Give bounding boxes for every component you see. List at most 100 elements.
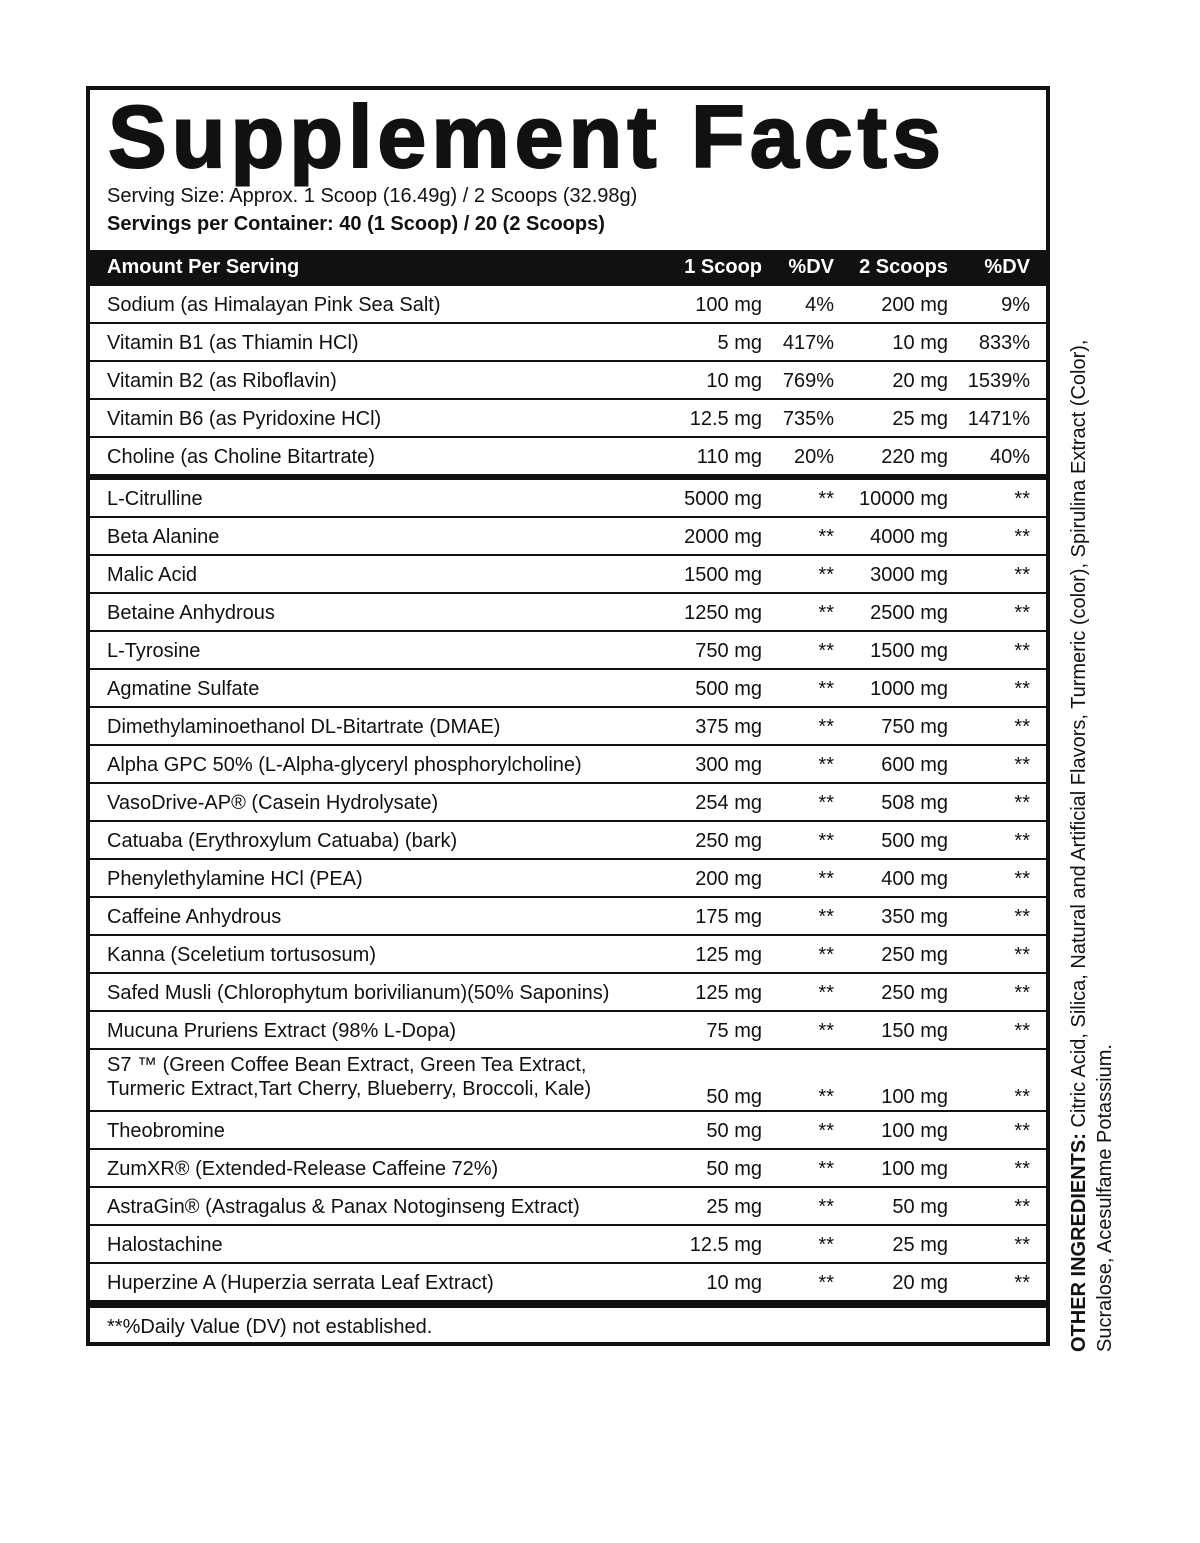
dv-1-scoop: ** <box>818 1234 834 1256</box>
dv-2-scoops: ** <box>1014 1196 1030 1218</box>
ingredient-name: Betaine Anhydrous <box>107 602 275 624</box>
table-row: Vitamin B6 (as Pyridoxine HCl) 12.5 mg 735… <box>90 400 1046 438</box>
amount-2-scoops: 20 mg <box>892 370 948 392</box>
ingredient-name: Dimethylaminoethanol DL-Bitartrate (DMAE… <box>107 716 501 738</box>
table-row: Betaine Anhydrous 1250 mg ** 2500 mg ** <box>90 594 1046 632</box>
dv-2-scoops: 833% <box>978 332 1030 354</box>
dv-2-scoops: 40% <box>989 446 1030 468</box>
amount-1-scoop: 1250 mg <box>684 602 762 624</box>
ingredient-name: Agmatine Sulfate <box>107 678 260 700</box>
header-1-scoop: 1 Scoop <box>684 256 762 278</box>
table-row: AstraGin® (Astragalus & Panax Notoginsen… <box>90 1188 1046 1226</box>
amount-2-scoops: 750 mg <box>881 716 948 738</box>
table-row: Safed Musli (Chlorophytum borivilianum)(… <box>90 974 1046 1012</box>
table-row: Phenylethylamine HCl (PEA) 200 mg ** 400 mg… <box>90 860 1046 898</box>
ingredient-name: L-Tyrosine <box>107 640 201 662</box>
amount-2-scoops: 25 mg <box>892 408 948 430</box>
amount-2-scoops: 350 mg <box>881 906 948 928</box>
ingredient-name: Catuaba (Erythroxylum Catuaba) (bark) <box>107 830 458 852</box>
other-ingredients-label: OTHER INGREDIENTS: <box>1068 1133 1090 1352</box>
dv-1-scoop: 20% <box>793 446 834 468</box>
dv-1-scoop: ** <box>818 678 834 700</box>
dv-2-scoops: ** <box>1014 640 1030 662</box>
amount-1-scoop: 12.5 mg <box>689 1234 762 1256</box>
amount-1-scoop: 125 mg <box>695 944 762 966</box>
ingredient-name: Beta Alanine <box>107 526 220 548</box>
ingredient-name: Malic Acid <box>107 564 198 586</box>
amount-2-scoops: 1000 mg <box>870 678 948 700</box>
dv-1-scoop: 735% <box>782 408 834 430</box>
amount-2-scoops: 1500 mg <box>870 640 948 662</box>
supplement-facts-panel: Supplement Facts Serving Size: Approx. 1… <box>86 86 1050 1346</box>
amount-2-scoops: 250 mg <box>881 944 948 966</box>
dv-1-scoop: 417% <box>782 332 834 354</box>
table-row: Catuaba (Erythroxylum Catuaba) (bark) 250… <box>90 822 1046 860</box>
footnote: **%Daily Value (DV) not established. <box>107 1316 433 1338</box>
table-row: Huperzine A (Huperzia serrata Leaf Extra… <box>90 1264 1046 1302</box>
dv-1-scoop: ** <box>818 982 834 1004</box>
ingredient-name: Safed Musli (Chlorophytum borivilianum)(… <box>107 982 610 1004</box>
table-row: VasoDrive-AP® (Casein Hydrolysate) 254 mg… <box>90 784 1046 822</box>
ingredient-name: Phenylethylamine HCl (PEA) <box>107 868 363 890</box>
table-row: Alpha GPC 50% (L-Alpha-glyceryl phosphor… <box>90 746 1046 784</box>
ingredient-name: Vitamin B6 (as Pyridoxine HCl) <box>107 408 382 430</box>
table-header: Amount Per Serving 1 Scoop %DV 2 Scoops … <box>90 250 1046 286</box>
table-row: Sodium (as Himalayan Pink Sea Salt) 100 m… <box>90 286 1046 324</box>
amount-2-scoops: 100 mg <box>881 1086 948 1108</box>
ingredient-name: VasoDrive-AP® (Casein Hydrolysate) <box>107 792 439 814</box>
ingredient-name: Theobromine <box>107 1120 225 1142</box>
amount-1-scoop: 50 mg <box>706 1086 762 1108</box>
amount-1-scoop: 250 mg <box>695 830 762 852</box>
amount-2-scoops: 25 mg <box>892 1234 948 1256</box>
dv-2-scoops: ** <box>1014 526 1030 548</box>
dv-2-scoops: ** <box>1014 830 1030 852</box>
ingredient-name: Mucuna Pruriens Extract (98% L-Dopa) <box>107 1020 457 1042</box>
header-dv-1: %DV <box>788 256 834 278</box>
dv-1-scoop: ** <box>818 754 834 776</box>
dv-2-scoops: 1539% <box>967 370 1030 392</box>
amount-2-scoops: 250 mg <box>881 982 948 1004</box>
dv-1-scoop: ** <box>818 640 834 662</box>
dv-1-scoop: ** <box>818 1120 834 1142</box>
amount-1-scoop: 254 mg <box>695 792 762 814</box>
amount-1-scoop: 125 mg <box>695 982 762 1004</box>
dv-1-scoop: ** <box>818 1086 834 1108</box>
amount-1-scoop: 100 mg <box>695 294 762 316</box>
dv-2-scoops: ** <box>1014 1020 1030 1042</box>
section-divider <box>90 474 1046 480</box>
dv-1-scoop: ** <box>818 602 834 624</box>
footer-divider <box>90 1302 1046 1308</box>
header-dv-2: %DV <box>984 256 1030 278</box>
amount-2-scoops: 500 mg <box>881 830 948 852</box>
table-row: Halostachine 12.5 mg ** 25 mg ** <box>90 1226 1046 1264</box>
table-row: L-Tyrosine 750 mg ** 1500 mg ** <box>90 632 1046 670</box>
dv-2-scoops: ** <box>1014 1272 1030 1294</box>
amount-2-scoops: 508 mg <box>881 792 948 814</box>
dv-2-scoops: ** <box>1014 792 1030 814</box>
ingredient-name: Vitamin B1 (as Thiamin HCl) <box>107 332 359 354</box>
dv-1-scoop: ** <box>818 1020 834 1042</box>
dv-2-scoops: ** <box>1014 868 1030 890</box>
other-ingredients-line-1: Citric Acid, Silica, Natural and Artific… <box>1068 339 1090 1134</box>
dv-2-scoops: ** <box>1014 564 1030 586</box>
amount-2-scoops: 400 mg <box>881 868 948 890</box>
amount-2-scoops: 150 mg <box>881 1020 948 1042</box>
ingredient-name: ZumXR® (Extended-Release Caffeine 72%) <box>107 1158 499 1180</box>
dv-1-scoop: ** <box>818 716 834 738</box>
ingredient-name-continued: Turmeric Extract,Tart Cherry, Blueberry,… <box>107 1078 592 1100</box>
amount-1-scoop: 5000 mg <box>684 488 762 510</box>
dv-1-scoop: ** <box>818 1196 834 1218</box>
amount-2-scoops: 100 mg <box>881 1158 948 1180</box>
amount-1-scoop: 50 mg <box>706 1158 762 1180</box>
dv-1-scoop: ** <box>818 944 834 966</box>
table-row: Vitamin B2 (as Riboflavin) 10 mg 769% 20 mg… <box>90 362 1046 400</box>
amount-2-scoops: 4000 mg <box>870 526 948 548</box>
dv-1-scoop: ** <box>818 792 834 814</box>
ingredient-name: Kanna (Sceletium tortusosum) <box>107 944 377 966</box>
amount-1-scoop: 300 mg <box>695 754 762 776</box>
amount-1-scoop: 10 mg <box>706 370 762 392</box>
dv-1-scoop: ** <box>818 830 834 852</box>
amount-1-scoop: 500 mg <box>695 678 762 700</box>
table-row: S7 ™ (Green Coffee Bean Extract, Green T… <box>90 1050 1046 1112</box>
amount-1-scoop: 375 mg <box>695 716 762 738</box>
